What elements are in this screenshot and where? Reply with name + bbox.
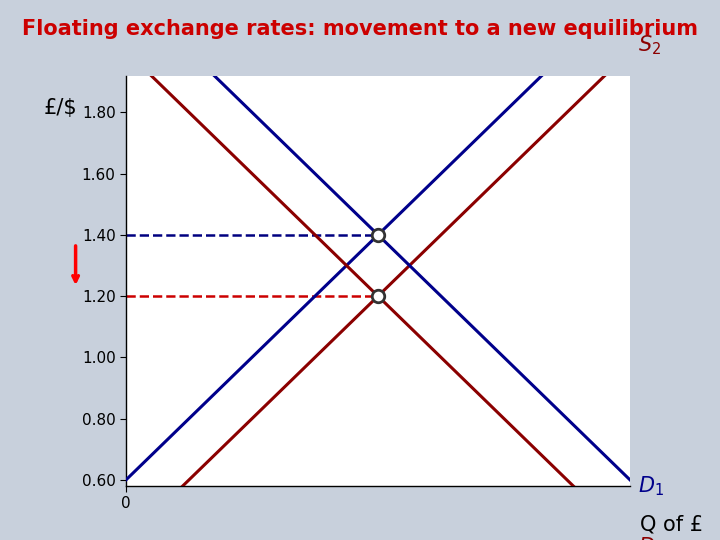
Text: $D_1$: $D_1$ [638, 474, 664, 498]
Text: $S_2$: $S_2$ [638, 33, 661, 57]
Text: Floating exchange rates: movement to a new equilibrium: Floating exchange rates: movement to a n… [22, 19, 698, 39]
Text: £/$: £/$ [44, 98, 77, 118]
Text: Q of £: Q of £ [640, 515, 703, 535]
Text: $D_2$: $D_2$ [638, 536, 664, 540]
